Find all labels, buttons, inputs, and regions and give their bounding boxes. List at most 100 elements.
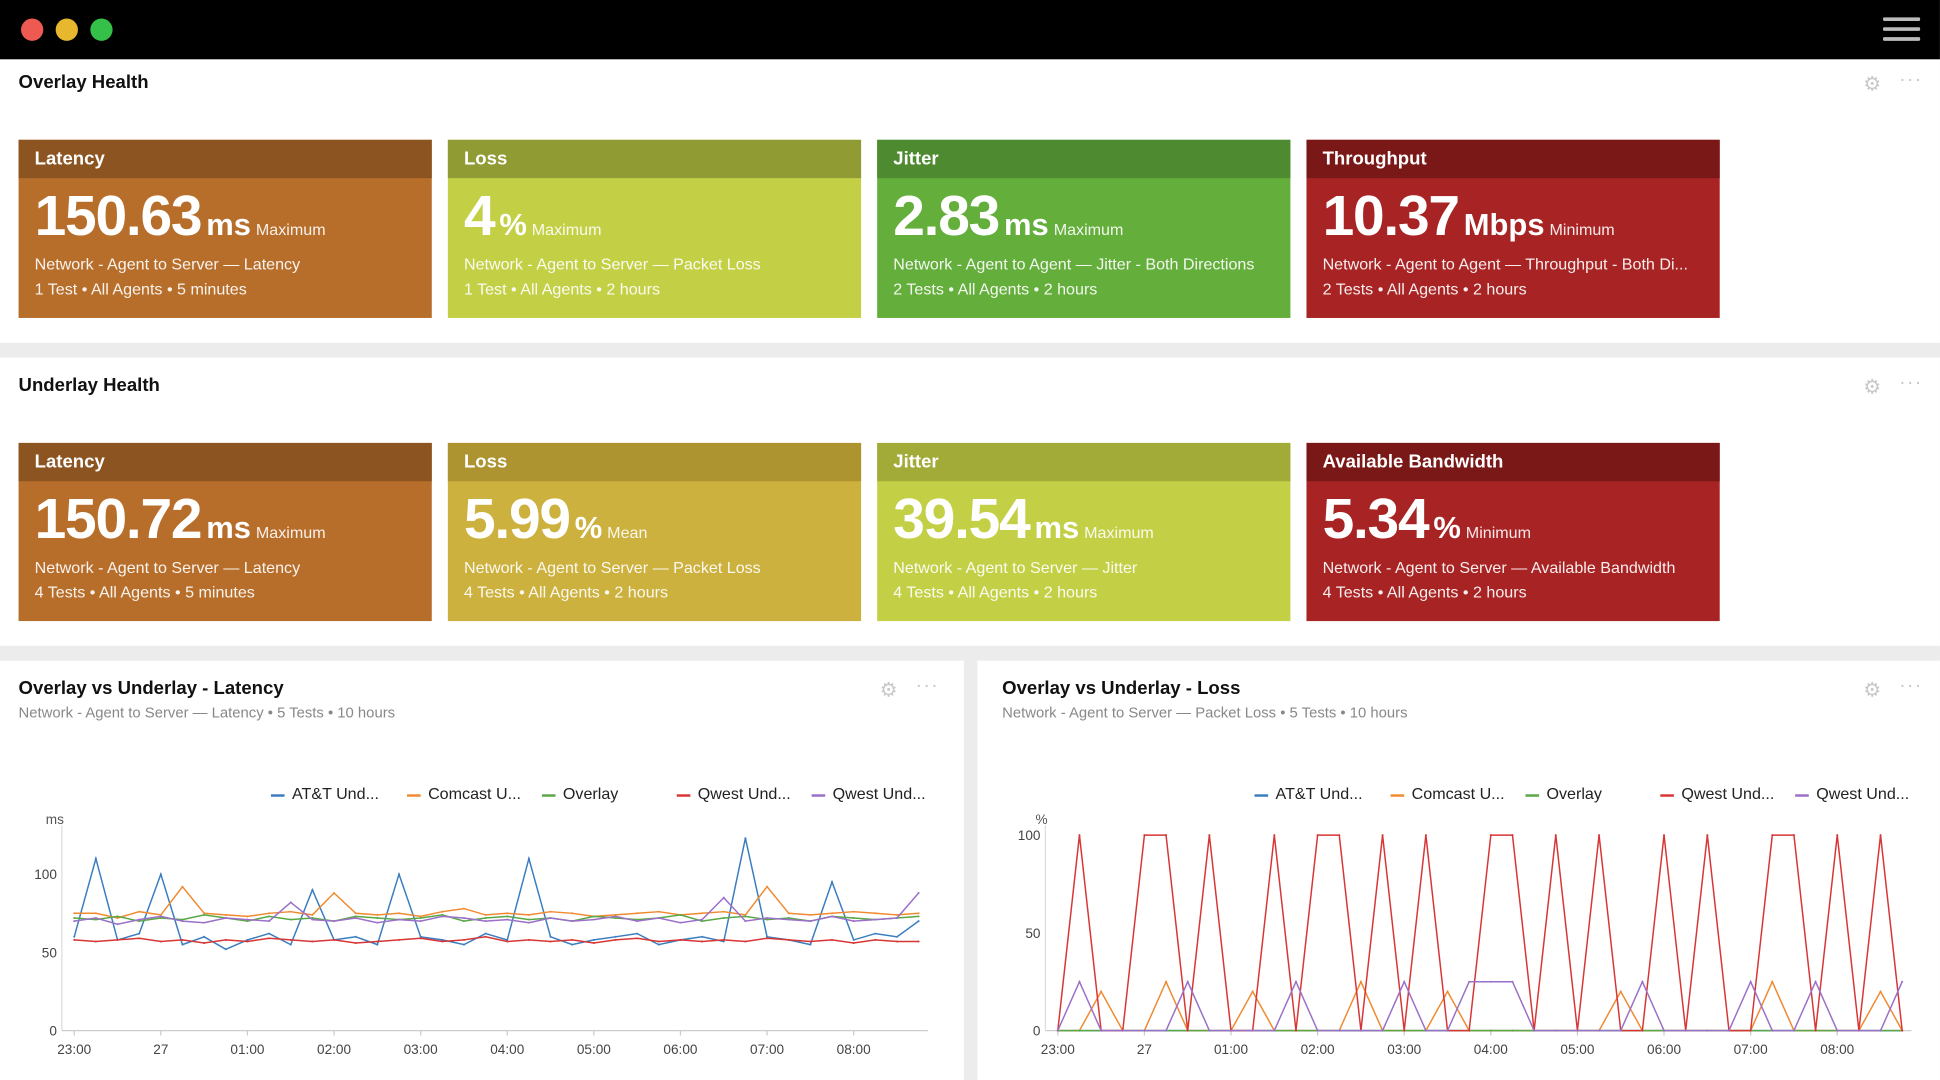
data-point [462,943,465,946]
data-point [1836,1029,1839,1032]
more-options-icon[interactable]: ··· [915,675,940,697]
data-point [224,948,227,951]
data-point [73,935,76,938]
data-point [1251,990,1254,993]
data-point [1879,834,1882,837]
data-point [852,920,855,923]
tile-test-scope: 2 Tests • All Agents • 2 hours [893,279,1098,299]
data-point [311,888,314,891]
data-point [809,920,812,923]
gear-icon[interactable]: ⚙ [1863,680,1881,702]
legend-item[interactable]: Comcast U... [1390,784,1505,803]
legend-label: Overlay [1546,784,1602,803]
more-options-icon[interactable]: ··· [1899,69,1923,91]
data-point [1489,980,1492,983]
more-options-icon[interactable]: ··· [1899,372,1923,394]
legend-item[interactable]: Overlay [1525,784,1602,803]
data-point [1165,980,1168,983]
tile-aggregation: Maximum [255,523,326,542]
data-point [1879,1029,1882,1032]
data-point [246,918,249,921]
metric-tile-loss[interactable]: Loss 5.99% Mean Network - Agent to Server… [447,442,862,622]
data-point [895,940,898,943]
data-point [614,915,617,918]
legend-item[interactable]: Qwest Und... [676,784,791,803]
legend-label: Qwest Und... [1816,784,1910,803]
data-point [203,912,206,915]
tile-test-scope: 1 Test • All Agents • 5 minutes [34,279,247,299]
data-point [917,891,920,894]
data-point [1359,1029,1362,1032]
metric-tile-jitter[interactable]: Jitter 2.83 ms Maximum Network - Agent to … [877,139,1291,318]
data-point [419,915,422,918]
data-point [462,920,465,923]
data-point [787,918,790,921]
tile-value: 10.37 Mbps Minimum [1323,182,1615,249]
data-point [1186,1029,1189,1032]
data-point [571,912,574,915]
data-point [376,913,379,916]
close-window-button[interactable] [21,18,44,41]
data-point [701,940,704,943]
metric-tile-latency[interactable]: Latency 150.63 ms Maximum Network - Agent … [18,139,432,318]
data-point [852,910,855,913]
gear-icon[interactable]: ⚙ [1863,74,1881,96]
legend-item[interactable]: Overlay [541,784,618,803]
series-line-4 [1057,979,1903,1032]
data-point [1468,980,1471,983]
metric-tile-available-bandwidth[interactable]: Available Bandwidth 5.34% Minimum Network… [1306,442,1720,622]
data-point [246,940,249,943]
y-tick-label: 50 [1025,926,1041,941]
legend-label: Qwest Und... [697,784,791,803]
data-point [1381,834,1384,837]
data-point [1684,1029,1687,1032]
metric-tile-loss[interactable]: Loss 4% Maximum Network - Agent to Server… [447,139,862,318]
data-point [787,917,790,919]
legend-item[interactable]: AT&T Und... [1254,784,1363,803]
data-point [614,917,617,919]
data-point [1771,1029,1774,1032]
data-point [679,938,682,941]
data-point [895,913,898,916]
data-point [289,901,292,904]
data-point [1663,834,1666,837]
metric-tile-jitter[interactable]: Jitter 39.54 ms Maximum Network - Agent to… [877,442,1291,622]
legend-item[interactable]: Qwest Und... [1795,784,1909,803]
data-point [592,918,595,921]
data-point [73,938,76,941]
data-point [1208,834,1211,837]
gear-icon[interactable]: ⚙ [1863,377,1881,399]
gear-icon[interactable]: ⚙ [879,680,898,702]
x-tick-label: 01:00 [1214,1042,1248,1057]
x-tick-label: 08:00 [1820,1042,1854,1057]
data-point [1446,1029,1449,1032]
data-point [94,857,97,860]
metric-tile-throughput[interactable]: Throughput 10.37 Mbps Minimum Network - Ag… [1306,139,1720,318]
data-point [398,938,400,941]
data-point [1836,834,1839,837]
x-tick-label: 06:00 [1647,1042,1681,1057]
legend-item[interactable]: Qwest Und... [811,784,926,803]
legend-item[interactable]: AT&T Und... [270,784,379,803]
legend-item[interactable]: Comcast U... [407,784,521,803]
data-point [1186,980,1189,983]
underlay-health-panel: Underlay Health ⚙ ··· Latency 150.72 ms Ma… [0,357,1940,646]
data-point [527,918,530,921]
x-tick-label: 06:00 [663,1042,697,1057]
metric-tile-latency[interactable]: Latency 150.72 ms Maximum Network - Agent … [18,442,432,622]
data-point [1706,834,1709,837]
data-point [138,918,141,921]
more-options-icon[interactable]: ··· [1899,675,1923,697]
data-point [289,938,292,941]
legend-label: Qwest Und... [1681,784,1775,803]
data-point [1619,1029,1622,1032]
maximize-window-button[interactable] [90,18,113,41]
data-point [1511,980,1514,983]
minimize-window-button[interactable] [55,18,78,41]
legend-item[interactable]: Qwest Und... [1660,784,1774,803]
data-point [766,917,769,919]
hamburger-icon[interactable] [1883,17,1921,42]
data-point [1359,980,1362,983]
window-titlebar [0,0,1940,60]
